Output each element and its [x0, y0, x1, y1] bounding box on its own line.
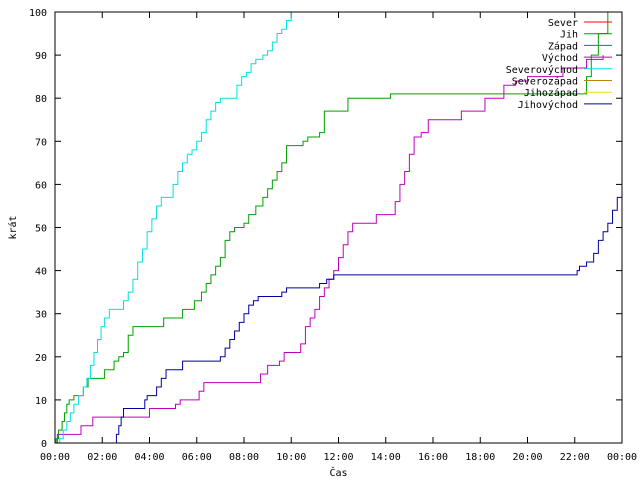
legend-label: Severovýchod: [506, 64, 578, 76]
x-tick-label: 18:00: [465, 452, 495, 463]
legend-label: Východ: [542, 52, 578, 64]
y-tick-label: 40: [35, 267, 47, 278]
y-tick-label: 20: [35, 353, 47, 364]
x-tick-label: 04:00: [134, 452, 164, 463]
y-tick-label: 50: [35, 224, 47, 235]
legend-label: Jihovýchod: [518, 99, 578, 111]
x-tick-label: 02:00: [87, 452, 117, 463]
y-tick-label: 100: [29, 8, 47, 19]
x-tick-label: 12:00: [323, 452, 353, 463]
x-axis-label: Čas: [329, 466, 347, 479]
y-tick-label: 80: [35, 94, 47, 105]
series-lines: [55, 12, 622, 443]
x-tick-label: 00:00: [40, 452, 70, 463]
y-tick-label: 90: [35, 51, 47, 62]
y-tick-label: 10: [35, 396, 47, 407]
legend-label: Severozápad: [512, 76, 578, 88]
y-tick-label: 30: [35, 310, 47, 321]
x-tick-label: 10:00: [276, 452, 306, 463]
legend-label: Sever: [548, 18, 578, 29]
legend: SeverJihZápadVýchodSeverovýchodSeverozáp…: [506, 18, 612, 111]
x-tick-label: 00:00: [607, 452, 637, 463]
x-tick-label: 08:00: [229, 452, 259, 463]
x-tick-label: 20:00: [512, 452, 542, 463]
legend-label: Jihozápad: [524, 87, 578, 99]
x-tick-label: 16:00: [418, 452, 448, 463]
series-line-Jihovýchod: [114, 188, 622, 443]
plot-frame: [54, 11, 623, 444]
x-tick-label: 14:00: [371, 452, 401, 463]
y-tick-label: 70: [35, 137, 47, 148]
x-tick-label: 06:00: [182, 452, 212, 463]
y-axis-label: krát: [7, 215, 19, 239]
y-tick-label: 0: [41, 439, 47, 450]
legend-label: Jih: [560, 30, 578, 41]
axis-ticks: 0 10 20 30 40 50 60 70 80 90 100 00:00 02:00 04:00 06:…: [29, 8, 637, 463]
x-tick-label: 22:00: [560, 452, 590, 463]
series-line-Severovýchod: [55, 12, 292, 443]
legend-label: Západ: [548, 40, 578, 52]
y-tick-label: 60: [35, 180, 47, 191]
